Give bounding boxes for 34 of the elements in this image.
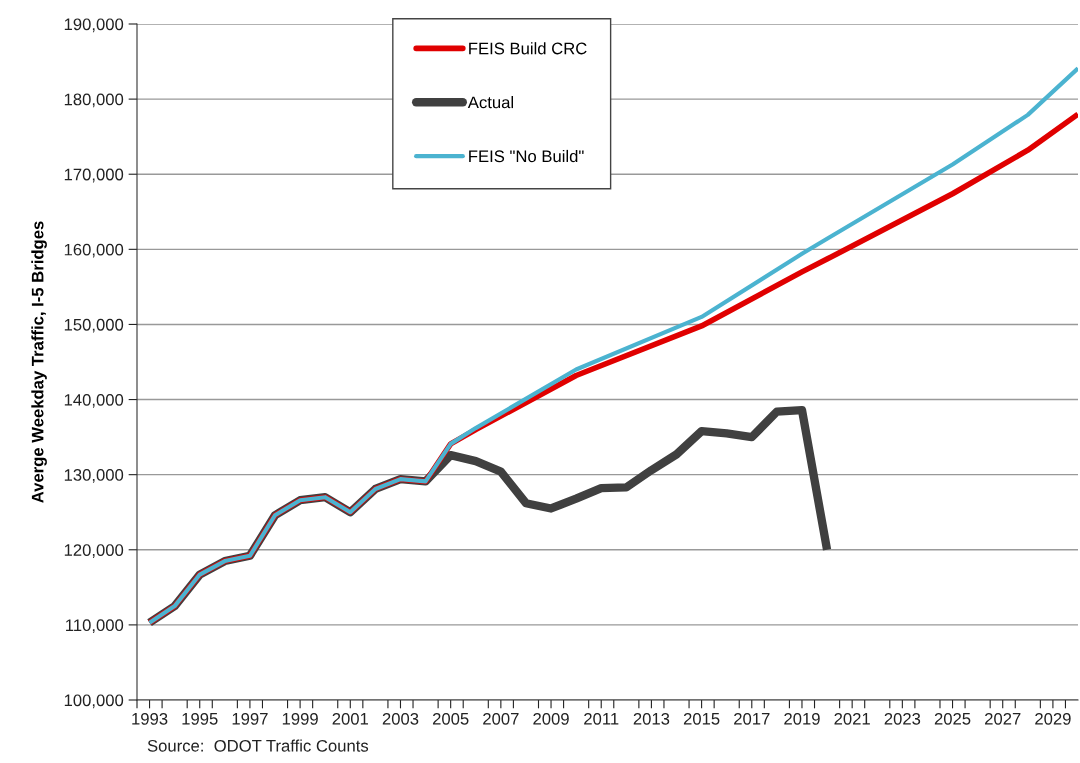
x-tick-label: 2007 <box>483 712 519 725</box>
x-tick-label: 2021 <box>834 712 870 725</box>
x-tick-label: 1999 <box>282 712 318 725</box>
x-tick-label: 2011 <box>584 712 619 725</box>
y-tick-label: 120,000 <box>64 544 124 558</box>
legend-label: FEIS "No Build" <box>469 149 584 163</box>
x-tick-label: 2019 <box>784 712 820 725</box>
y-tick-label: 180,000 <box>64 93 124 108</box>
x-tick-label: 2027 <box>985 712 1021 725</box>
x-tick-label: 2005 <box>432 712 469 725</box>
source-note: Source: ODOT Traffic Counts <box>147 739 369 752</box>
x-tick-label: 2025 <box>934 712 971 725</box>
x-tick-label: 1993 <box>132 712 168 725</box>
x-tick-label: 2009 <box>533 712 569 725</box>
x-tick-label: 2003 <box>382 712 419 725</box>
y-tick-label: 150,000 <box>64 318 124 333</box>
legend-label: FEIS Build CRC <box>469 42 587 55</box>
y-tick-label: 160,000 <box>64 243 124 258</box>
x-tick-label: 1997 <box>232 712 268 725</box>
x-tick-label: 2001 <box>332 712 369 725</box>
x-tick-label: 2013 <box>633 712 670 725</box>
x-tick-label: 2017 <box>734 712 770 725</box>
legend-label: Actual <box>467 96 514 109</box>
y-tick-label: 190,000 <box>64 18 124 33</box>
x-tick-label: 2029 <box>1035 712 1071 725</box>
y-tick-label: 100,000 <box>64 694 124 709</box>
x-tick-label: 2015 <box>683 712 720 725</box>
y-tick-label: 170,000 <box>64 168 124 183</box>
x-tick-label: 2023 <box>884 712 921 725</box>
y-axis-title: Averge Weekday Traffic, I-5 Bridges <box>31 221 47 503</box>
x-tick-label: 1995 <box>182 712 218 725</box>
y-tick-label: 130,000 <box>64 469 124 483</box>
y-tick-label: 140,000 <box>64 393 124 408</box>
y-tick-label: 110,000 <box>66 619 124 634</box>
